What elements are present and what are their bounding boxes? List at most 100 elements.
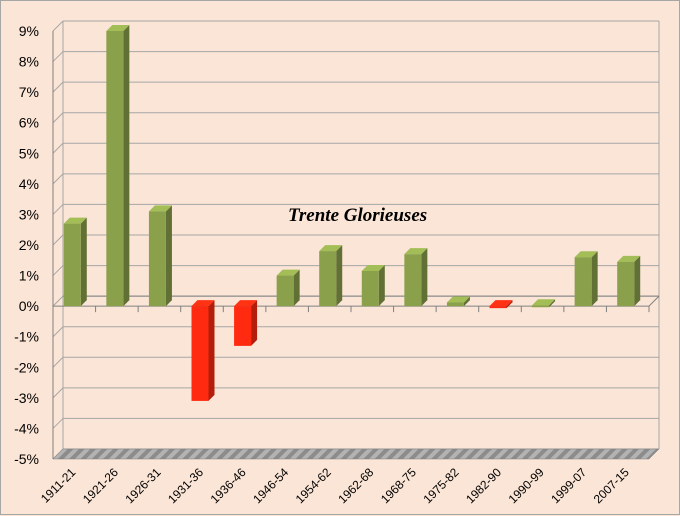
bar-1954-62 xyxy=(319,245,343,307)
x-tick-label: 1982-90 xyxy=(463,465,504,506)
y-tick-label: 9% xyxy=(19,23,39,39)
bar-1975-82 xyxy=(446,296,470,307)
bar-top xyxy=(489,300,513,307)
bar-front xyxy=(404,254,422,307)
plot-floor xyxy=(52,448,660,460)
zero-line-side xyxy=(648,295,660,307)
gridline-side xyxy=(52,204,64,215)
bar-front xyxy=(319,251,337,307)
bar-side xyxy=(165,205,172,307)
y-tick-label: -5% xyxy=(14,451,39,467)
gridline-side xyxy=(52,295,64,307)
bar-top xyxy=(319,245,343,252)
bar-top xyxy=(276,269,300,276)
bar-1936-46 xyxy=(234,300,258,346)
x-tick-label: 2007-15 xyxy=(591,465,632,506)
bar-side xyxy=(591,251,598,307)
gridline-side xyxy=(52,356,64,368)
x-tick-label: 1946-54 xyxy=(250,465,291,506)
y-tick-label: -2% xyxy=(14,359,39,375)
x-tick-label: 1921-26 xyxy=(80,465,121,506)
gridline-side xyxy=(52,173,64,185)
bar-1990-99 xyxy=(532,299,556,308)
y-tick-label: 7% xyxy=(19,84,39,100)
y-tick-label: 0% xyxy=(19,298,39,314)
bar-top xyxy=(234,300,258,307)
x-tick-label: 1968-75 xyxy=(378,465,419,506)
bar-top xyxy=(532,299,556,306)
bar-top xyxy=(148,205,172,212)
bar-front xyxy=(361,270,379,307)
bar-front xyxy=(63,223,81,307)
bar-side xyxy=(463,296,470,307)
bar-side xyxy=(293,269,300,307)
bar-top xyxy=(404,248,428,255)
y-tick-label: 2% xyxy=(19,237,39,253)
bar-front xyxy=(106,31,124,307)
bar-side xyxy=(421,248,428,307)
y-tick-label: 6% xyxy=(19,115,39,131)
gridline-side xyxy=(52,20,64,32)
y-tick-label: 4% xyxy=(19,176,39,192)
gridline-side xyxy=(52,81,64,93)
bar-side xyxy=(378,264,385,307)
bar-1982-90 xyxy=(489,300,513,309)
gridline-side xyxy=(52,142,64,154)
bar-1931-36 xyxy=(191,300,215,401)
bar-side xyxy=(336,245,343,307)
bar-1968-75 xyxy=(404,248,428,307)
x-tick-label: 1962-68 xyxy=(335,465,376,506)
x-tick-labels: 1911-21 1921-26 1926-31 1931-36 1936-46 1946-… xyxy=(38,465,632,506)
y-tick-label: 3% xyxy=(19,206,39,222)
gridline-side xyxy=(52,265,64,276)
bar-top xyxy=(446,296,470,303)
bar-front xyxy=(234,306,252,346)
bar-front xyxy=(617,261,635,307)
x-tick-label: 1954-62 xyxy=(293,465,334,506)
y-tick-label: 5% xyxy=(19,145,39,161)
bar-side xyxy=(80,217,87,307)
bar-top xyxy=(106,25,130,31)
bars xyxy=(63,25,641,401)
gridline-side xyxy=(52,326,64,338)
bar-front xyxy=(489,306,507,309)
bar-1926-31 xyxy=(148,205,172,307)
bar-front xyxy=(574,257,592,307)
gridline-side xyxy=(52,234,64,246)
y-tick-label: -4% xyxy=(14,420,39,436)
bar-top xyxy=(574,251,598,258)
bar-1911-21 xyxy=(63,217,87,307)
bar-top xyxy=(63,217,87,224)
bar-1946-54 xyxy=(276,269,300,307)
y-tick-label: 8% xyxy=(19,54,39,70)
bar-front xyxy=(276,275,294,307)
gridline-side xyxy=(52,418,64,429)
x-tick-label: 1999-07 xyxy=(548,465,589,506)
bar-side xyxy=(208,300,215,401)
x-tick-label: 1990-99 xyxy=(506,465,547,506)
x-tick-label: 1931-36 xyxy=(165,465,206,506)
x-tick-label: 1936-46 xyxy=(208,465,249,506)
bar-2007-15 xyxy=(617,255,641,307)
bar-1921-26 xyxy=(106,25,130,307)
annotation-label: Trente Glorieuses xyxy=(288,205,427,226)
bar-side xyxy=(251,300,258,346)
bar-side xyxy=(549,299,556,308)
bar-side xyxy=(506,300,513,309)
floor-surface xyxy=(52,448,660,460)
bar-top xyxy=(191,300,215,307)
gridline-side xyxy=(52,112,64,124)
bar-front xyxy=(532,305,550,308)
x-tick-label: 1926-31 xyxy=(123,465,164,506)
bar-top xyxy=(617,255,641,262)
bar-front xyxy=(191,306,209,401)
bar-top xyxy=(361,264,385,271)
bar-front xyxy=(446,302,464,307)
bar-1962-68 xyxy=(361,264,385,307)
bar-side xyxy=(123,25,130,307)
gridline-side xyxy=(52,387,64,399)
y-tick-label: -1% xyxy=(14,329,39,345)
y-tick-label: -3% xyxy=(14,390,39,406)
y-tick-labels: 9% 8% 7% 6% 5% 4% 3% 2% 1% 0% -1% -2% -3% -4% -5% xyxy=(14,23,39,467)
